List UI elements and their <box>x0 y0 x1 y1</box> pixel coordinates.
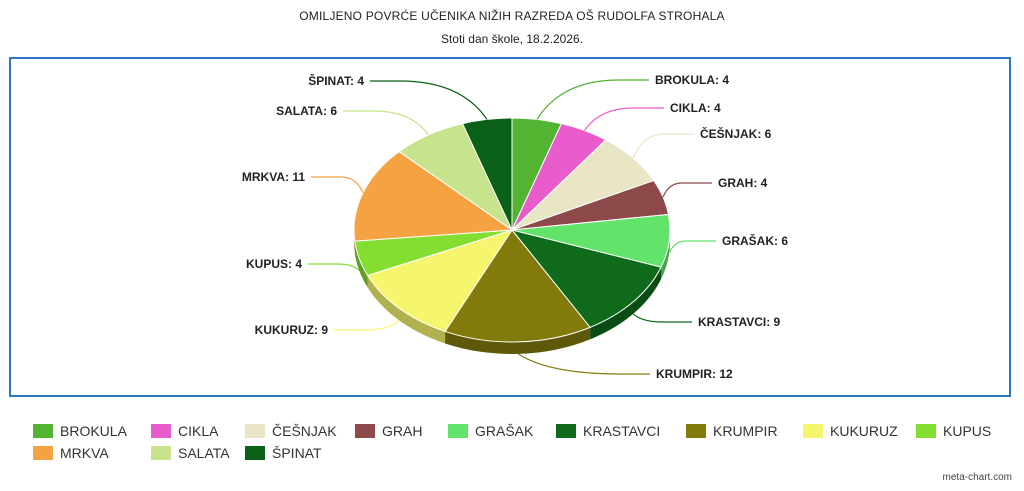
leader-line-mrkva <box>311 176 364 194</box>
leader-line-kukuruz <box>334 319 400 331</box>
legend-item-mrkva[interactable]: MRKVA <box>33 444 109 462</box>
leader-line-brokula <box>536 79 649 120</box>
legend-swatch <box>686 424 706 438</box>
pie-slice-krumpir[interactable] <box>444 229 591 343</box>
legend-item-krumpir[interactable]: KRUMPIR <box>686 422 778 440</box>
legend-label: KUKURUZ <box>830 423 898 439</box>
legend-label: CIKLA <box>178 423 219 439</box>
leader-line-grašak <box>668 240 716 254</box>
leader-line-krumpir <box>517 353 650 375</box>
chart-subtitle: Stoti dan škole, 18.2.2026. <box>440 32 584 46</box>
legend-item-cikla[interactable]: CIKLA <box>151 422 218 440</box>
legend-label: GRAH <box>382 423 423 439</box>
legend-swatch <box>803 424 823 438</box>
data-label-salata: SALATA: 6 <box>276 104 337 118</box>
legend-label: KRUMPIR <box>713 423 778 439</box>
data-label-kupus: KUPUS: 4 <box>246 257 302 271</box>
legend-label: ŠPINAT <box>272 445 322 461</box>
legend-label: GRAŠAK <box>475 423 534 439</box>
pie-slice-kukuruz[interactable] <box>366 229 514 333</box>
credit-text: meta-chart.com <box>942 472 1012 483</box>
data-label-krastavci: KRASTAVCI: 9 <box>698 315 781 329</box>
data-label-mrkva: MRKVA: 11 <box>242 170 305 184</box>
pie-side-grašak <box>661 230 670 280</box>
legend-swatch <box>151 424 171 438</box>
leader-line-špinat <box>370 80 488 120</box>
legend-label: BROKULA <box>60 423 127 439</box>
legend-swatch <box>916 424 936 438</box>
pie-slice-špinat[interactable] <box>461 117 513 231</box>
legend-label: ČEŠNJAK <box>272 423 337 439</box>
legend-item-špinat[interactable]: ŠPINAT <box>245 444 322 462</box>
legend-item-grašak[interactable]: GRAŠAK <box>448 422 533 440</box>
legend-label: KRASTAVCI <box>583 423 661 439</box>
legend-item-češnjak[interactable]: ČEŠNJAK <box>245 422 337 440</box>
legend-swatch <box>151 446 171 460</box>
legend-swatch <box>245 446 265 460</box>
data-label-češnjak: ČEŠNJAK: 6 <box>700 126 772 141</box>
pie-side-krumpir <box>445 327 591 354</box>
pie-side-krastavci <box>590 267 662 340</box>
data-label-grah: GRAH: 4 <box>718 176 768 190</box>
legend-label: KUPUS <box>943 423 992 439</box>
data-label-cikla: CIKLA: 4 <box>670 101 721 115</box>
legend-item-krastavci[interactable]: KRASTAVCI <box>556 422 660 440</box>
legend-item-salata[interactable]: SALATA <box>151 444 230 462</box>
leader-line-kupus <box>308 263 360 272</box>
chart-title: OMILJENO POVRĆE UČENIKA NIŽIH RAZREDA OŠ… <box>299 9 725 23</box>
pie-slice-krastavci[interactable] <box>510 229 662 328</box>
pie-data-labels: BROKULA: 4 CIKLA: 4 ČEŠNJAK: 6 GRAH: 4 GRAŠA… <box>242 73 788 381</box>
legend-item-kukuruz[interactable]: KUKURUZ <box>803 422 898 440</box>
legend-swatch <box>556 424 576 438</box>
legend-label: SALATA <box>178 445 230 461</box>
data-label-grašak: GRAŠAK: 6 <box>722 233 788 248</box>
legend-swatch <box>245 424 265 438</box>
leader-line-krastavci <box>632 313 692 323</box>
legend-item-kupus[interactable]: KUPUS <box>916 422 991 440</box>
legend-item-grah[interactable]: GRAH <box>355 422 422 440</box>
pie-slices <box>353 117 671 343</box>
legend-swatch <box>33 424 53 438</box>
legend-swatch <box>355 424 375 438</box>
data-label-špinat: ŠPINAT: 4 <box>308 73 364 88</box>
pie-side-kukuruz <box>367 275 446 344</box>
data-label-kukuruz: KUKURUZ: 9 <box>255 323 329 337</box>
leader-line-cikla <box>584 107 664 131</box>
legend-item-brokula[interactable]: BROKULA <box>33 422 127 440</box>
data-label-krumpir: KRUMPIR: 12 <box>656 367 733 381</box>
legend-swatch <box>448 424 468 438</box>
data-label-brokula: BROKULA: 4 <box>655 73 729 87</box>
legend-label: MRKVA <box>60 445 109 461</box>
legend-swatch <box>33 446 53 460</box>
leader-line-salata <box>343 110 430 136</box>
leader-line-grah <box>662 182 712 198</box>
leader-line-češnjak <box>632 133 694 159</box>
